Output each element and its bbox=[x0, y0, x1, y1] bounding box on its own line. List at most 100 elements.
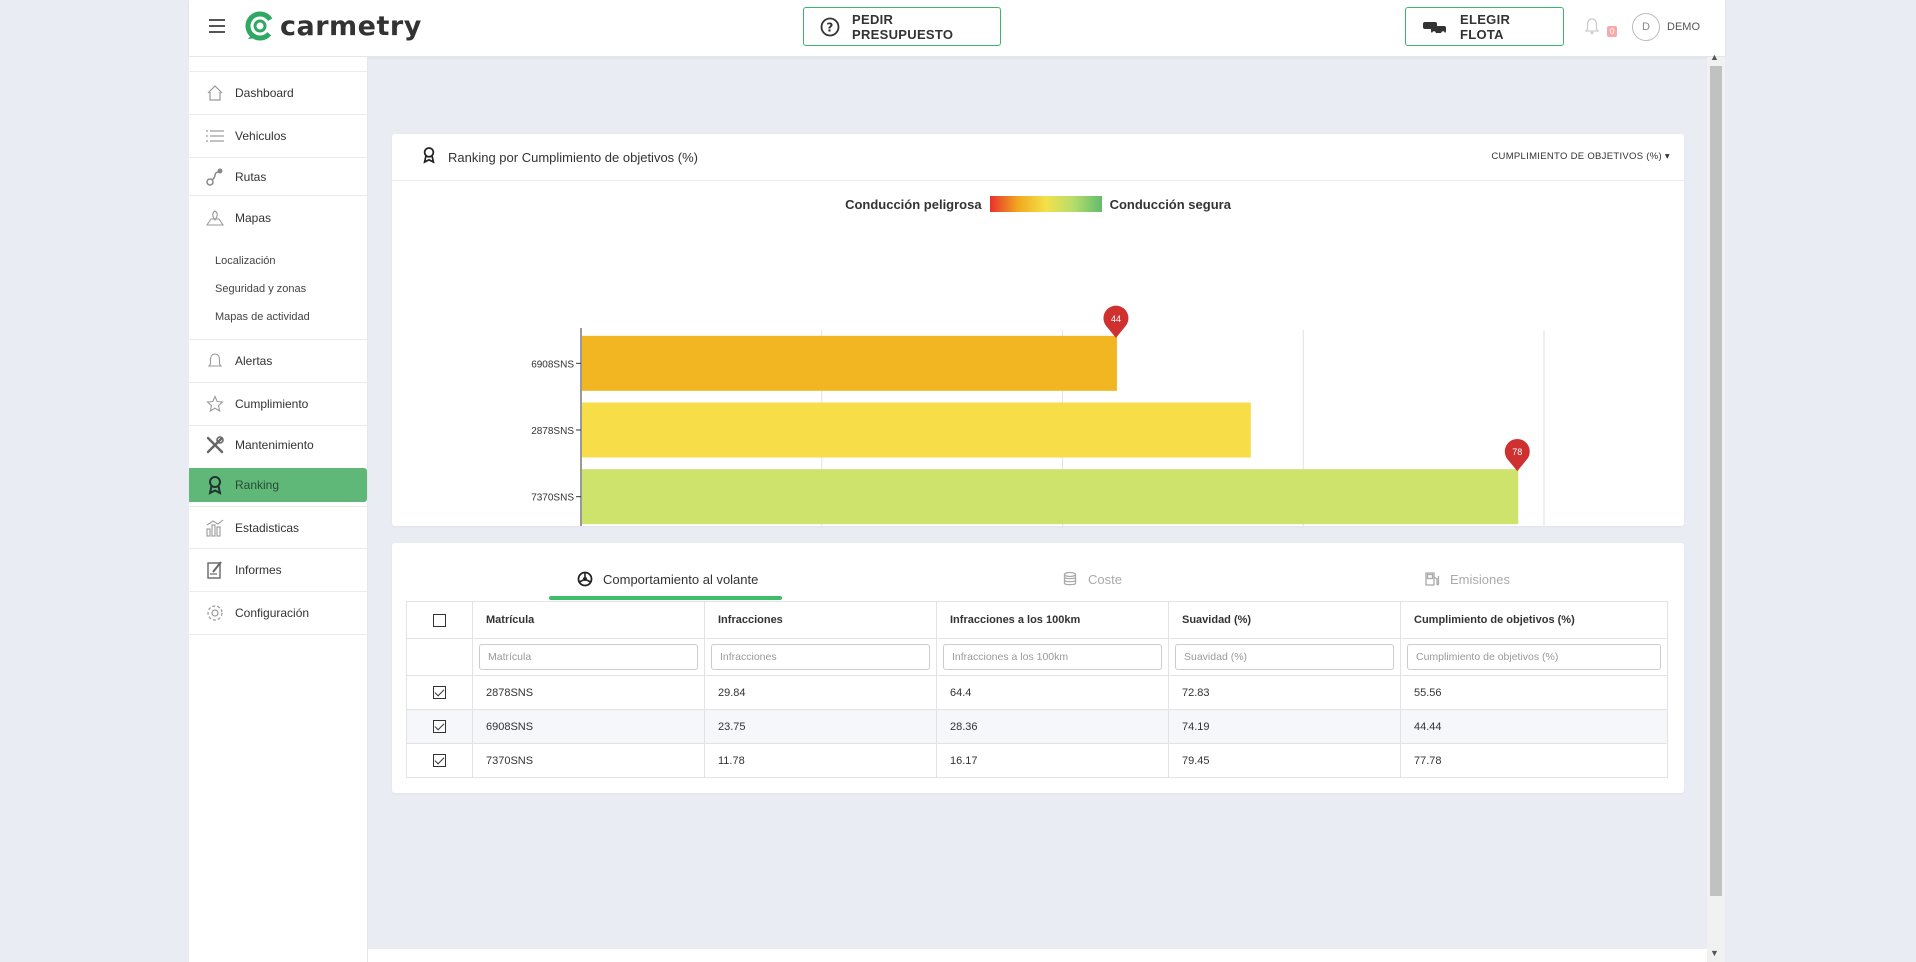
filter-infracciones-input[interactable] bbox=[711, 644, 930, 670]
sidebar-item-configuracion[interactable]: Configuración bbox=[189, 592, 367, 635]
page-footer-strip bbox=[368, 949, 1707, 962]
select-all-checkbox[interactable] bbox=[433, 613, 446, 627]
tab-emisiones[interactable]: Emisiones bbox=[1424, 571, 1510, 587]
choose-fleet-label: ELEGIR FLOTA bbox=[1460, 11, 1511, 42]
tab-label: Comportamiento al volante bbox=[603, 571, 759, 587]
sidebar-item-label: Informes bbox=[235, 563, 282, 577]
tools-icon bbox=[205, 435, 225, 455]
filter-cell bbox=[704, 638, 937, 676]
row-select-cell bbox=[406, 709, 473, 744]
award-icon bbox=[205, 475, 225, 495]
bell-icon bbox=[205, 351, 225, 371]
sidebar-item-rutas[interactable]: Rutas bbox=[189, 158, 367, 196]
menu-toggle-icon[interactable] bbox=[209, 19, 225, 33]
cell-infracciones: 11.78 bbox=[704, 743, 937, 778]
value-pin-label: 44 bbox=[1111, 314, 1121, 324]
coins-icon bbox=[1062, 571, 1078, 587]
y-tick-label: 7370SNS bbox=[531, 493, 574, 504]
row-checkbox[interactable] bbox=[433, 720, 446, 733]
column-header-matricula[interactable]: Matrícula bbox=[472, 601, 705, 639]
filter-matricula-input[interactable] bbox=[479, 644, 698, 670]
column-header-infracciones-100km[interactable]: Infracciones a los 100km bbox=[936, 601, 1169, 639]
column-header-cumplimiento[interactable]: Cumplimiento de objetivos (%) bbox=[1400, 601, 1668, 639]
star-icon bbox=[205, 394, 225, 414]
cell-infracciones: 29.84 bbox=[704, 675, 937, 710]
sidebar-item-label: Estadisticas bbox=[235, 520, 300, 535]
caret-down-icon: ▾ bbox=[1664, 151, 1670, 162]
row-select-cell bbox=[406, 743, 473, 778]
chart-card-title: Ranking por Cumplimiento de objetivos (%… bbox=[448, 149, 699, 165]
cell-cumplimiento: 55.56 bbox=[1400, 675, 1668, 710]
cell-cumplimiento: 77.78 bbox=[1400, 743, 1668, 778]
value-pin-marker bbox=[1103, 305, 1129, 338]
select-all-cell bbox=[406, 601, 473, 639]
submenu-item-localizacion[interactable]: Localización bbox=[215, 255, 276, 267]
ranking-table: Matrícula Infracciones Infracciones a lo… bbox=[406, 601, 1668, 778]
logo[interactable]: carmetry bbox=[244, 10, 422, 42]
ranking-bar-chart: 020406080Cumplimiento de objetiv6908SNS4… bbox=[531, 305, 1545, 526]
sidebar-item-estadisticas[interactable]: Estadisticas bbox=[189, 506, 367, 549]
cell-matricula: 6908SNS bbox=[472, 709, 705, 744]
notifications-bell-icon[interactable] bbox=[1584, 17, 1600, 40]
notification-badge: 0 bbox=[1607, 26, 1618, 37]
sidebar-item-cumplimiento[interactable]: Cumplimiento bbox=[189, 383, 367, 426]
filter-empty-cell bbox=[406, 638, 473, 676]
safety-scale-legend: Conducción peligrosa Conducción segura bbox=[392, 196, 1684, 212]
filter-cell bbox=[1168, 638, 1401, 676]
cell-cumplimiento: 44.44 bbox=[1400, 709, 1668, 744]
tab-comportamiento[interactable]: Comportamiento al volante bbox=[577, 571, 758, 587]
submenu-item-mapas-actividad[interactable]: Mapas de actividad bbox=[215, 311, 310, 323]
scroll-down-arrow-icon[interactable]: ▼ bbox=[1710, 948, 1719, 958]
sidebar-item-mantenimiento[interactable]: Mantenimiento bbox=[189, 426, 367, 464]
sidebar-item-label: Mapas bbox=[235, 210, 272, 225]
map-icon bbox=[205, 208, 225, 228]
sidebar-item-dashboard[interactable]: Dashboard bbox=[189, 72, 367, 115]
sidebar-item-ranking[interactable]: Ranking bbox=[189, 468, 367, 502]
home-icon bbox=[205, 83, 225, 103]
row-select-cell bbox=[406, 675, 473, 710]
row-checkbox[interactable] bbox=[433, 686, 446, 699]
sidebar-item-label: Cumplimiento bbox=[235, 397, 309, 411]
request-quote-button[interactable]: ? PEDIR PRESUPUESTO bbox=[803, 7, 1001, 46]
filter-suavidad-input[interactable] bbox=[1175, 644, 1394, 670]
tab-coste[interactable]: Coste bbox=[1062, 571, 1122, 587]
cell-matricula: 7370SNS bbox=[472, 743, 705, 778]
user-menu[interactable]: D DEMO bbox=[1632, 13, 1700, 41]
submenu-item-seguridad-zonas[interactable]: Seguridad y zonas bbox=[215, 283, 307, 295]
sidebar-item-informes[interactable]: Informes bbox=[189, 549, 367, 592]
filter-cumplimiento-input[interactable] bbox=[1407, 644, 1661, 670]
scale-right-label: Conducción segura bbox=[1109, 196, 1231, 212]
metric-dropdown[interactable]: CUMPLIMIENTO DE OBJETIVOS (%) ▾ bbox=[1491, 151, 1670, 162]
bar-chart-icon bbox=[205, 518, 225, 538]
filter-infracciones-100km-input[interactable] bbox=[943, 644, 1162, 670]
user-name: DEMO bbox=[1667, 21, 1700, 33]
sidebar-item-vehiculos[interactable]: Vehiculos bbox=[189, 115, 367, 158]
sidebar-item-mapas[interactable]: Mapas bbox=[189, 196, 367, 239]
cell-infracciones-100km: 16.17 bbox=[936, 743, 1169, 778]
award-icon bbox=[422, 146, 436, 169]
table-row[interactable]: 7370SNS 11.78 16.17 79.45 77.78 bbox=[406, 743, 1668, 778]
scale-gradient bbox=[989, 196, 1102, 212]
bar bbox=[582, 335, 1117, 391]
steering-wheel-icon bbox=[577, 571, 593, 587]
list-icon bbox=[205, 126, 225, 146]
fuel-pump-icon bbox=[1424, 571, 1440, 587]
column-header-infracciones[interactable]: Infracciones bbox=[704, 601, 937, 639]
request-quote-label: PEDIR PRESUPUESTO bbox=[852, 11, 954, 42]
table-row[interactable]: 2878SNS 29.84 64.4 72.83 55.56 bbox=[406, 675, 1668, 710]
avatar: D bbox=[1632, 13, 1660, 41]
column-header-suavidad[interactable]: Suavidad (%) bbox=[1168, 601, 1401, 639]
scroll-up-arrow-icon[interactable]: ▲ bbox=[1710, 52, 1719, 62]
table-row[interactable]: 6908SNS 23.75 28.36 74.19 44.44 bbox=[406, 709, 1668, 744]
sidebar-item-alertas[interactable]: Alertas bbox=[189, 340, 367, 383]
logo-text: carmetry bbox=[280, 10, 422, 42]
row-checkbox[interactable] bbox=[433, 754, 446, 767]
scrollbar-thumb[interactable] bbox=[1710, 66, 1722, 896]
maps-submenu: Localización Seguridad y zonas Mapas de … bbox=[189, 239, 367, 340]
choose-fleet-button[interactable]: ELEGIR FLOTA bbox=[1405, 7, 1564, 46]
cell-infracciones: 23.75 bbox=[704, 709, 937, 744]
sidebar-item-label: Vehiculos bbox=[235, 129, 287, 143]
cell-suavidad: 79.45 bbox=[1168, 743, 1401, 778]
ranking-chart-card: Ranking por Cumplimiento de objetivos (%… bbox=[392, 134, 1684, 526]
sidebar-item-label: Ranking bbox=[235, 478, 280, 492]
